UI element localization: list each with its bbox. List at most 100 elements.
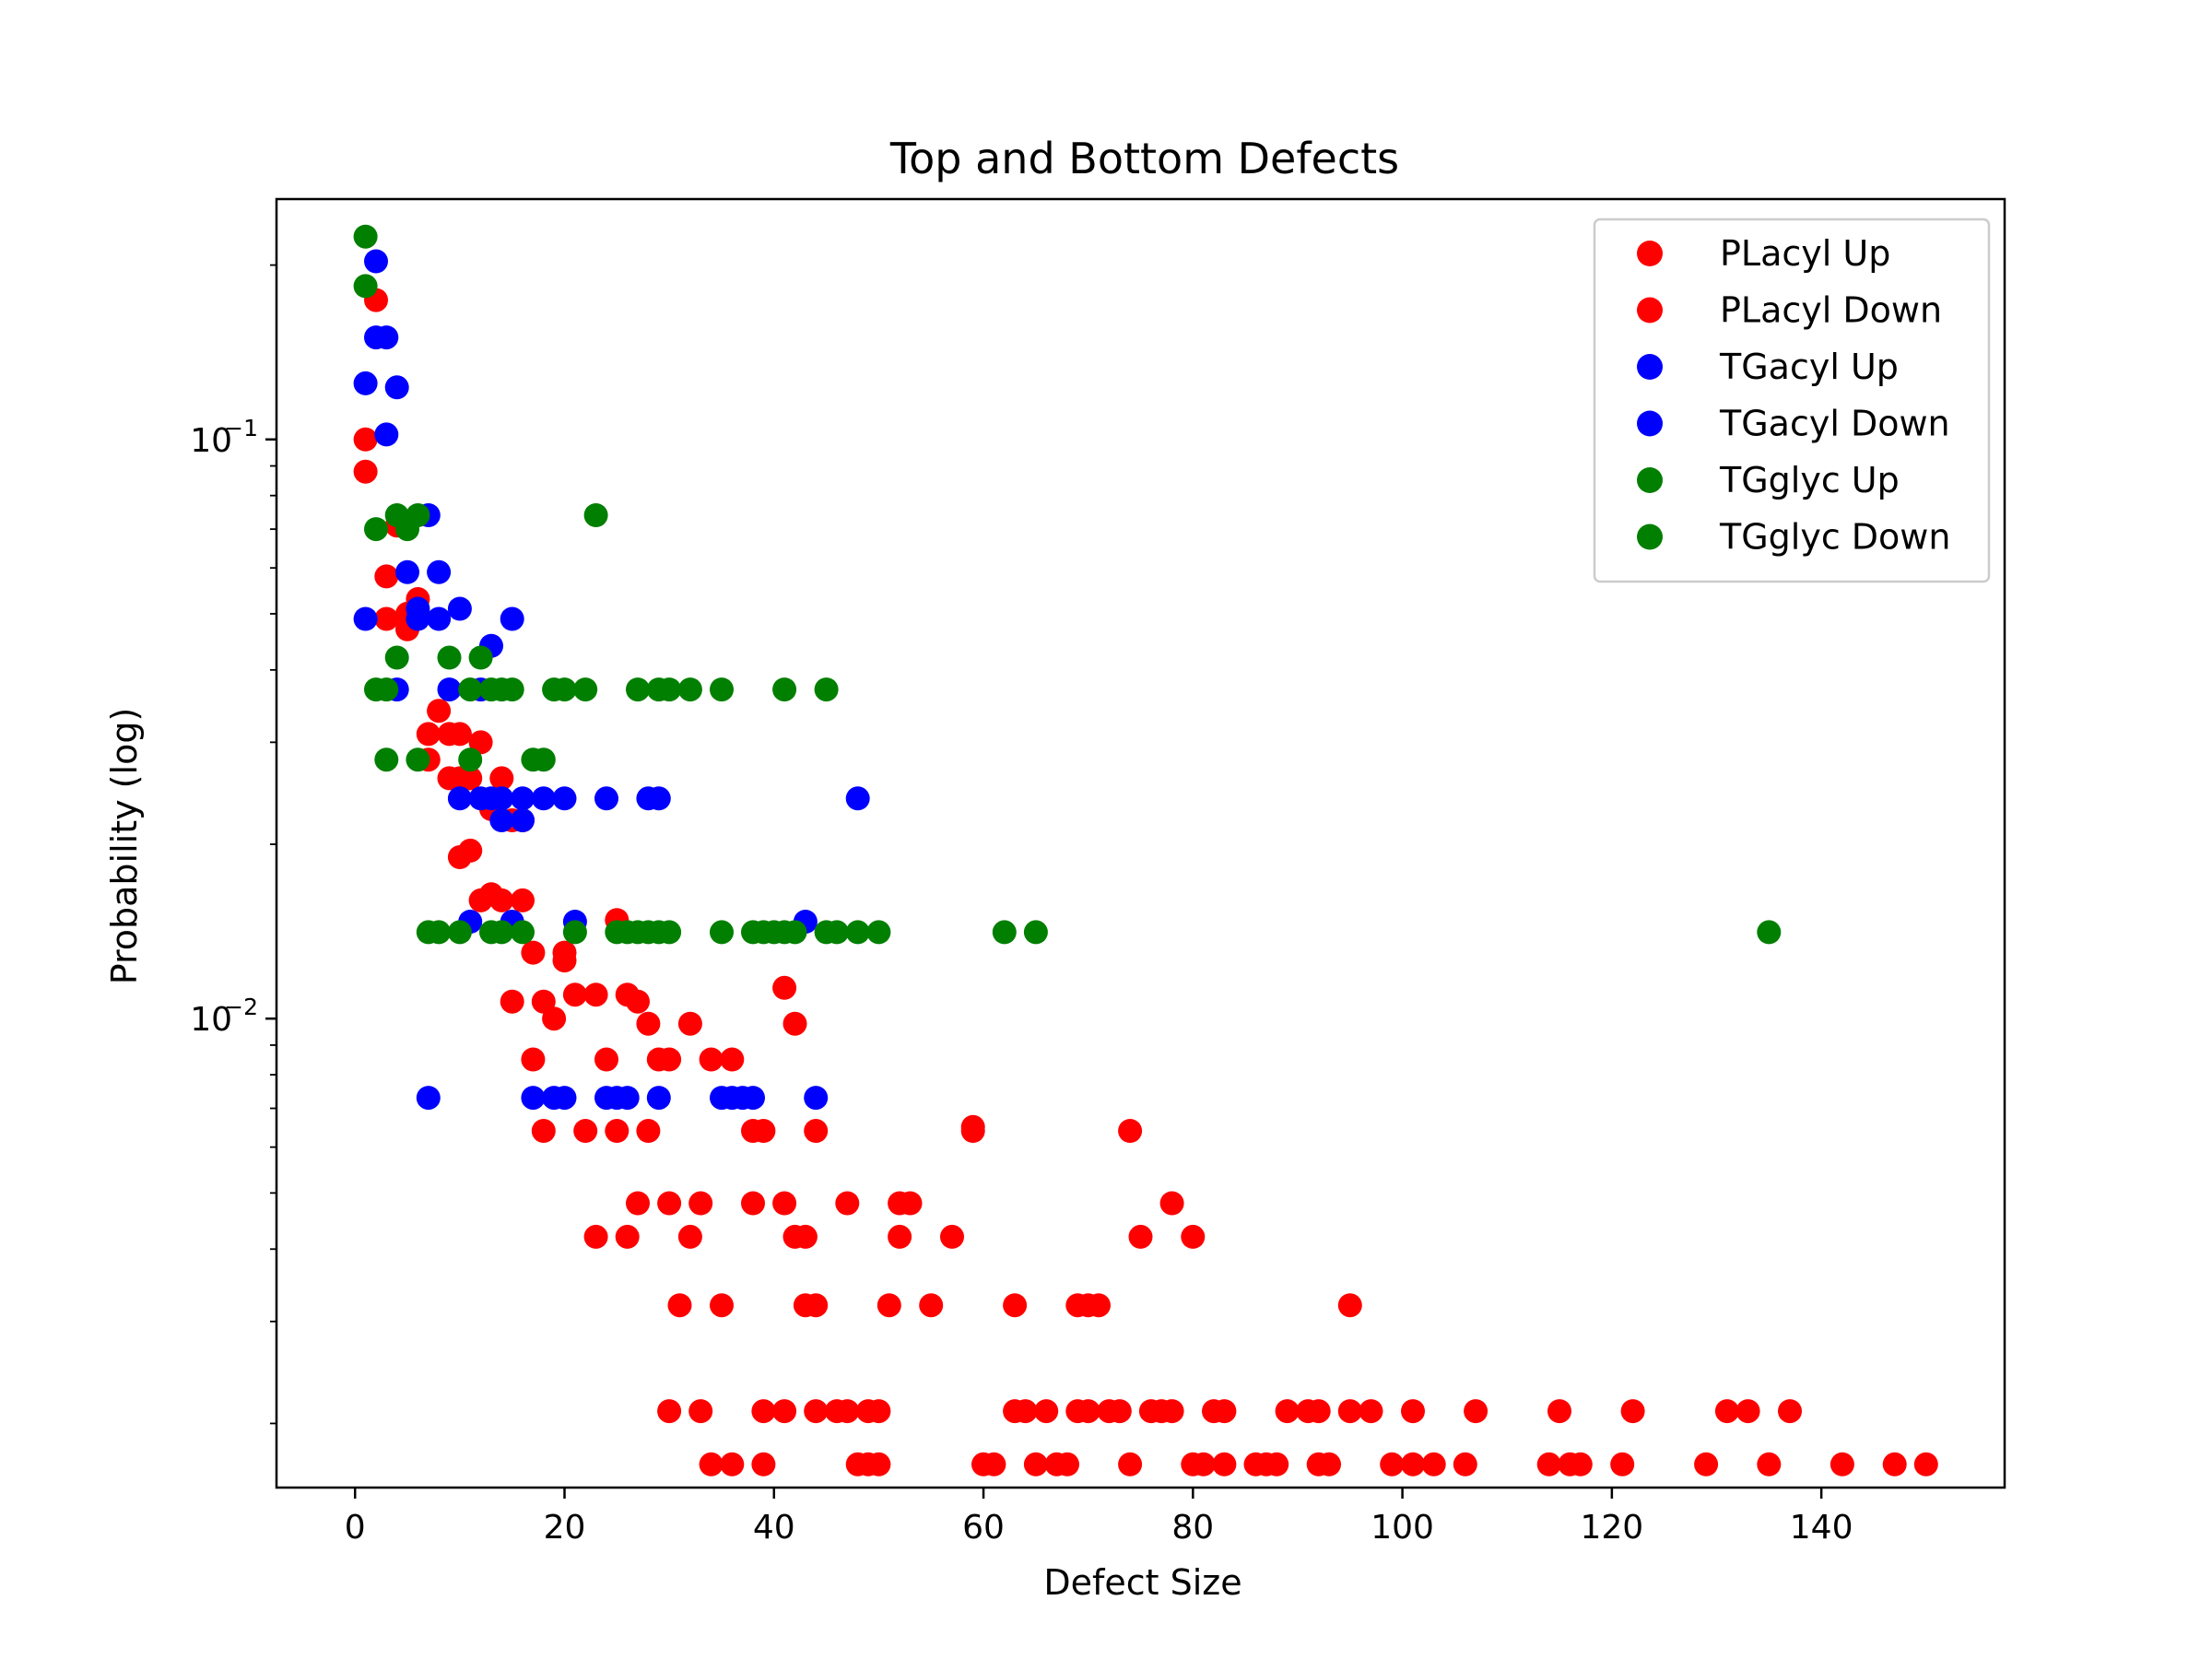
point-placyl-down-54 [1882, 1452, 1907, 1477]
point-placyl-up-97 [1778, 1399, 1802, 1424]
point-placyl-down-33 [1055, 1452, 1079, 1477]
point-placyl-down-4 [427, 699, 452, 724]
point-placyl-down-15 [521, 1047, 546, 1072]
point-placyl-down-0 [353, 459, 378, 484]
point-placyl-up-64 [1337, 1293, 1362, 1318]
point-placyl-down-36 [1191, 1452, 1216, 1477]
point-tgglyc-down-20 [825, 920, 849, 945]
point-tgglyc-up-5 [406, 503, 430, 527]
point-tgglyc-up-17 [552, 677, 577, 702]
point-placyl-down-6 [447, 722, 472, 747]
point-placyl-down-5 [437, 766, 462, 791]
point-placyl-up-78 [1076, 1399, 1100, 1424]
point-placyl-up-0 [353, 427, 378, 452]
point-tgglyc-up-12 [458, 677, 483, 702]
legend-marker-4 [1637, 467, 1663, 493]
point-placyl-up-16 [583, 982, 608, 1007]
point-tgglyc-up-2 [364, 517, 388, 542]
point-tgglyc-up-21 [657, 677, 682, 702]
point-tgglyc-up-9 [468, 645, 493, 670]
plot-frame [275, 197, 2006, 1489]
point-placyl-down-19 [605, 1119, 629, 1143]
point-placyl-up-24 [720, 1047, 745, 1072]
point-tgacyl-up-24 [594, 786, 618, 811]
point-placyl-up-76 [1034, 1399, 1059, 1424]
legend-marker-0 [1637, 241, 1663, 266]
point-tgacyl-up-0 [364, 249, 388, 274]
point-placyl-up-27 [772, 975, 797, 1000]
point-tgacyl-up-1 [353, 371, 378, 395]
point-placyl-up-26 [751, 1119, 776, 1143]
point-placyl-up-96 [1735, 1399, 1760, 1424]
x-tick-label-6: 120 [1581, 1509, 1644, 1547]
point-tgacyl-up-17 [447, 786, 472, 811]
point-placyl-up-12 [521, 940, 546, 965]
point-tgglyc-up-18 [573, 677, 598, 702]
legend-label-1: PLacyl Down [1720, 290, 1942, 331]
point-placyl-down-7 [458, 766, 483, 791]
point-placyl-down-53 [1830, 1452, 1854, 1477]
point-placyl-up-83 [1159, 1399, 1184, 1424]
point-tgglyc-down-13 [710, 920, 734, 945]
point-placyl-up-9 [468, 730, 493, 755]
point-tgacyl-up-27 [845, 786, 870, 811]
point-placyl-down-44 [1401, 1452, 1425, 1477]
point-placyl-up-28 [782, 1011, 807, 1036]
y-tick-label-0: 10 [190, 422, 232, 460]
point-tgacyl-down-9 [521, 1086, 546, 1111]
point-placyl-down-49 [1568, 1452, 1593, 1477]
point-tgglyc-up-1 [353, 274, 378, 299]
point-tgacyl-up-11 [447, 596, 472, 621]
data-points [353, 224, 1938, 1477]
point-placyl-up-34 [626, 1191, 650, 1216]
point-placyl-up-92 [1464, 1399, 1488, 1424]
point-placyl-down-21 [636, 1119, 661, 1143]
point-tgglyc-up-6 [583, 503, 608, 527]
point-tgacyl-down-0 [406, 606, 430, 631]
x-axis: 0 20 40 60 80 100 120 140 [345, 1488, 1853, 1547]
x-tick-label-0: 0 [345, 1509, 366, 1547]
y-tick-exponent-0: −1 [224, 415, 258, 441]
point-tgglyc-down-23 [992, 920, 1017, 945]
point-placyl-up-43 [615, 1224, 640, 1249]
point-tgglyc-up-22 [677, 677, 702, 702]
point-placyl-up-39 [835, 1191, 860, 1216]
point-placyl-up-23 [699, 1047, 724, 1072]
point-placyl-up-48 [940, 1224, 964, 1249]
point-placyl-up-65 [657, 1399, 682, 1424]
x-tick-label-2: 40 [753, 1509, 795, 1547]
point-tgglyc-up-28 [458, 747, 483, 772]
point-placyl-down-46 [1453, 1452, 1477, 1477]
point-tgglyc-down-4 [489, 920, 514, 945]
point-placyl-up-51 [1128, 1224, 1153, 1249]
point-tgglyc-up-7 [384, 645, 409, 670]
point-tgacyl-down-8 [416, 1086, 441, 1111]
point-placyl-up-88 [1306, 1399, 1331, 1424]
point-placyl-up-29 [804, 1119, 829, 1143]
y-tick-label-1: 10 [190, 1001, 232, 1039]
x-tick-label-7: 140 [1790, 1509, 1853, 1547]
point-tgacyl-up-4 [374, 422, 399, 447]
legend-label-4: TGglyc Up [1719, 460, 1900, 500]
point-tgglyc-down-12 [657, 920, 682, 945]
point-tgglyc-up-19 [626, 677, 650, 702]
legend-marker-1 [1637, 297, 1663, 324]
point-tgacyl-up-23 [552, 786, 577, 811]
point-placyl-down-55 [1913, 1452, 1938, 1477]
point-placyl-up-75 [1013, 1399, 1038, 1424]
point-placyl-up-50 [1118, 1119, 1143, 1143]
point-placyl-up-95 [1714, 1399, 1739, 1424]
point-tgglyc-down-18 [782, 920, 807, 945]
point-tgglyc-up-27 [406, 747, 430, 772]
point-placyl-up-6 [416, 722, 441, 747]
point-placyl-up-21 [657, 1047, 682, 1072]
point-tgacyl-down-2 [489, 808, 514, 832]
point-placyl-down-30 [982, 1452, 1006, 1477]
point-tgglyc-up-8 [437, 645, 462, 670]
point-placyl-down-10 [489, 888, 514, 912]
chart-title: Top and Bottom Defects [889, 134, 1399, 183]
x-tick-label-5: 100 [1371, 1509, 1434, 1547]
point-placyl-up-22 [677, 1011, 702, 1036]
point-placyl-down-43 [1380, 1452, 1405, 1477]
x-tick-label-3: 60 [962, 1509, 1005, 1547]
